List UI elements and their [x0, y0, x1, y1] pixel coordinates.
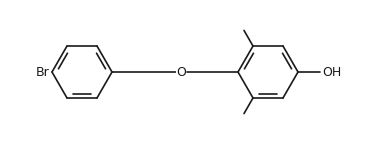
Text: Br: Br [36, 66, 50, 78]
Text: OH: OH [322, 66, 341, 78]
Text: O: O [176, 66, 186, 78]
